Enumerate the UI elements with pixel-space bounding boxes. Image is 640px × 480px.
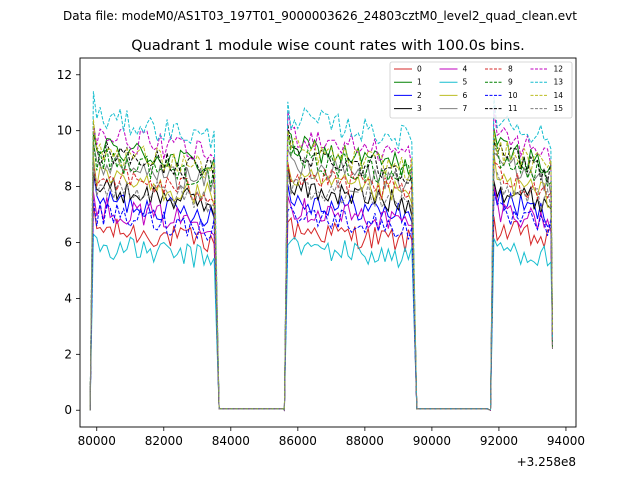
legend-label-4: 4 (463, 65, 468, 74)
series-line-14 (89, 119, 553, 412)
x-offset-label: +3.258e8 (517, 455, 576, 469)
x-tick-label: 92000 (480, 434, 518, 448)
series-line-13 (89, 91, 553, 412)
legend-label-10: 10 (508, 91, 518, 100)
legend-label-3: 3 (417, 104, 422, 113)
series-layer (89, 91, 553, 412)
x-tick-label: 82000 (145, 434, 183, 448)
series-line-11 (89, 123, 553, 412)
y-tick-label: 4 (64, 291, 72, 305)
x-axis: 80000 82000 84000 86000 88000 90000 92000 94000 (78, 427, 585, 448)
legend-label-1: 1 (417, 78, 422, 87)
y-tick-label: 0 (64, 403, 72, 417)
legend-label-12: 12 (554, 65, 564, 74)
series-line-0 (89, 204, 553, 412)
y-tick-label: 2 (64, 347, 72, 361)
legend-label-2: 2 (417, 91, 422, 100)
series-line-2 (89, 172, 553, 412)
legend-label-8: 8 (508, 65, 513, 74)
legend-box (389, 61, 573, 119)
series-line-12 (89, 107, 553, 412)
legend-label-5: 5 (463, 78, 468, 87)
y-tick-label: 6 (64, 236, 72, 250)
series-line-5 (89, 232, 553, 412)
x-tick-label: 84000 (212, 434, 250, 448)
x-tick-label: 90000 (413, 434, 451, 448)
y-tick-label: 8 (64, 180, 72, 194)
series-line-10 (89, 191, 553, 412)
y-tick-label: 12 (57, 68, 72, 82)
legend-label-14: 14 (554, 91, 564, 100)
legend-label-15: 15 (554, 104, 564, 113)
chart-title: Quadrant 1 module wise count rates with … (131, 38, 525, 54)
series-line-8 (89, 160, 553, 412)
plot-frame (79, 57, 577, 428)
legend-label-9: 9 (508, 78, 513, 87)
legend-label-0: 0 (417, 65, 422, 74)
legend-label-7: 7 (463, 104, 468, 113)
series-line-9 (89, 130, 553, 412)
legend-label-13: 13 (554, 78, 564, 87)
x-tick-label: 86000 (279, 434, 317, 448)
series-line-7 (89, 142, 553, 412)
legend-label-11: 11 (508, 104, 518, 113)
x-tick-label: 94000 (547, 434, 585, 448)
legend-label-6: 6 (463, 91, 468, 100)
y-tick-label: 10 (57, 124, 72, 138)
x-tick-label: 80000 (78, 434, 116, 448)
y-axis: 0 2 4 6 8 10 12 (57, 68, 80, 417)
x-tick-label: 88000 (346, 434, 384, 448)
series-line-3 (89, 162, 553, 412)
suptitle: Data file: modeM0/AS1T03_197T01_90000036… (63, 9, 577, 23)
